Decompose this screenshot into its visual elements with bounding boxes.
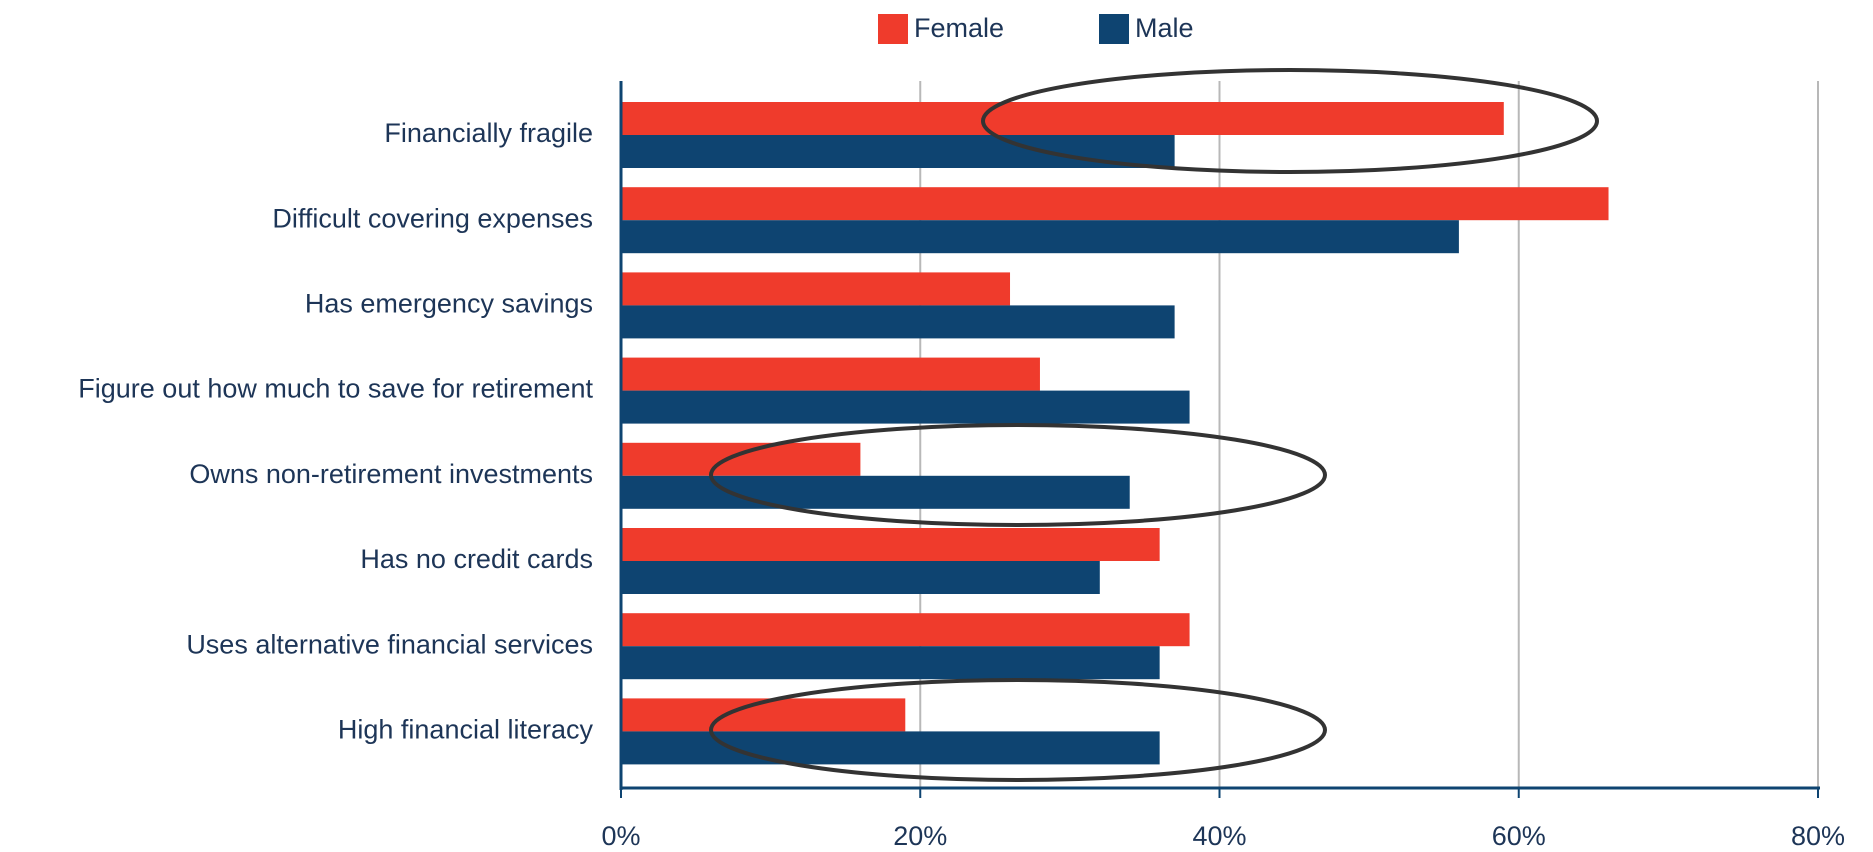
x-tick-label: 60%: [1492, 821, 1546, 851]
bar: [621, 187, 1609, 221]
grid: [620, 81, 1819, 788]
bar: [621, 646, 1160, 680]
legend-swatch: [1099, 14, 1129, 44]
bar: [621, 613, 1190, 647]
y-tick-label: Has no credit cards: [360, 544, 593, 574]
bar: [621, 220, 1459, 254]
y-tick-label: Uses alternative financial services: [186, 629, 593, 659]
legend-swatch: [878, 14, 908, 44]
highlight-ellipse: [709, 678, 1327, 782]
bar: [621, 475, 1130, 509]
x-tick-label: 40%: [1192, 821, 1246, 851]
bar: [621, 305, 1175, 339]
y-tick-label: Has emergency savings: [305, 289, 593, 319]
y-tick-label: High financial literacy: [338, 715, 594, 745]
y-tick-label: Difficult covering expenses: [272, 203, 593, 233]
highlight-ellipse: [981, 68, 1599, 174]
legend-label: Female: [914, 13, 1004, 43]
bar: [621, 272, 1011, 306]
bar: [621, 135, 1175, 168]
bar: [621, 102, 1504, 135]
x-tick-label: 0%: [601, 821, 640, 851]
x-tick-label: 80%: [1791, 821, 1845, 851]
bar: [621, 731, 1160, 765]
x-tick-label: 20%: [893, 821, 947, 851]
bar: [621, 357, 1040, 391]
bar: [621, 528, 1160, 561]
bar: [621, 442, 861, 476]
bar: [621, 390, 1190, 424]
legend-label: Male: [1135, 13, 1194, 43]
y-tick-label: Owns non-retirement investments: [189, 459, 593, 489]
bars: [621, 102, 1609, 765]
y-tick-label: Figure out how much to save for retireme…: [78, 374, 593, 404]
highlight-ellipse: [709, 423, 1327, 527]
bar: [621, 561, 1100, 594]
y-tick-label: Financially fragile: [384, 118, 593, 148]
